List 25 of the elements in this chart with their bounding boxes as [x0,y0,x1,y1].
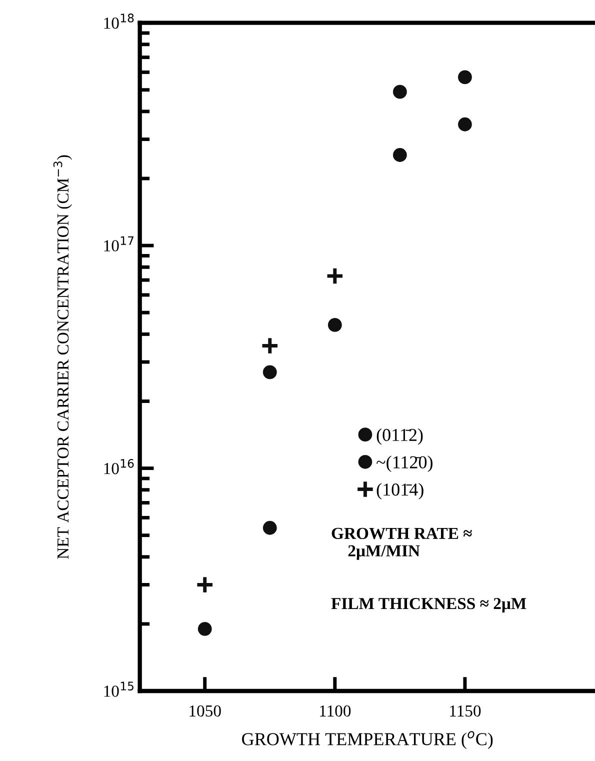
point [458,70,472,84]
point [458,117,472,132]
point [198,622,212,636]
annotation: GROWTH RATE ≈ 2μM/MIN [332,528,472,560]
point [392,148,407,162]
y-tick-label: 10$^{18}$ [104,14,134,29]
y-tick-label: 10$^{15}$ [104,682,134,697]
point [260,336,280,356]
point [262,520,277,535]
legend-label: ~(112̄0) [376,456,432,472]
legend-label: (011̄2) [376,428,423,445]
legend-label: (101̄4) [376,483,424,500]
x-tick-label: 1050 [190,705,221,717]
x-axis-title: GROWTH TEMPERATURE ($^{o}$C) [242,731,493,749]
y-axis-title: NET ACCEPTOR CARRIER CONCENTRATION (CM$^{−3}$) [53,155,72,559]
point [328,318,342,332]
annotation: FILM THICKNESS ≈ 2μM [331,598,526,613]
point [262,365,277,380]
point [392,84,407,99]
point [195,575,214,594]
x-tick-label: 1100 [320,705,351,717]
y-tick-label: 10$^{16}$ [104,458,134,474]
y-tick-label: 10$^{17}$ [104,236,134,252]
x-tick-label: 1150 [450,705,481,717]
point [326,266,344,286]
